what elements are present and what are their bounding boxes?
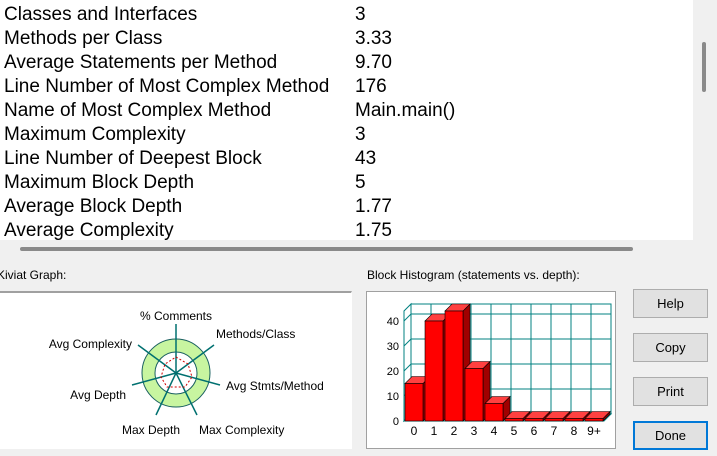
metric-label: Average Block Depth	[4, 196, 183, 217]
histogram-y-tick-label: 20	[387, 366, 399, 378]
histogram-bar-front	[404, 383, 424, 422]
kiviat-spokes	[131, 324, 221, 416]
metric-value: 176	[355, 76, 387, 97]
kiviat-svg: % Comments Methods/Class Avg Stmts/Metho…	[49, 309, 324, 437]
axis-label-avg-stmts: Avg Stmts/Method	[226, 379, 324, 393]
histogram-gridline	[403, 313, 412, 322]
histogram-bar-front	[564, 418, 584, 422]
histogram-bar-front	[504, 418, 524, 422]
histogram-y-tick-label: 10	[387, 391, 399, 403]
metric-value: 1.77	[355, 196, 392, 217]
metric-label: Line Number of Deepest Block	[4, 148, 262, 169]
metric-label: Classes and Interfaces	[4, 4, 198, 25]
histogram-y-tick-label: 30	[387, 341, 399, 353]
metric-value: 3	[355, 124, 366, 145]
histogram-x-tick-label: 3	[471, 424, 478, 438]
kiviat-title: Kiviat Graph:	[0, 268, 67, 282]
histogram-bars	[404, 303, 611, 422]
histogram-x-ticks: 0 1 2 3 4 5 6 7 8 9+	[411, 424, 601, 438]
histogram-title: Block Histogram (statements vs. depth):	[367, 268, 580, 282]
metric-label: Maximum Complexity	[4, 124, 186, 145]
done-button[interactable]: Done	[633, 421, 708, 450]
histogram-x-tick-label: 6	[531, 424, 538, 438]
metric-value: Main.main()	[355, 100, 456, 121]
histogram-bar-front	[464, 368, 484, 422]
histogram-y-ticks: 0 10 20 30 40	[387, 316, 399, 428]
histogram-bar-front	[544, 418, 564, 422]
histogram-x-tick-label: 9+	[587, 424, 601, 438]
metric-label: Average Complexity	[4, 220, 174, 240]
metric-value: 5	[355, 172, 366, 193]
histogram-bar	[504, 410, 531, 422]
axis-label-avg-complexity: Avg Complexity	[49, 337, 132, 351]
histogram-x-tick-label: 1	[431, 424, 438, 438]
metric-label: Name of Most Complex Method	[4, 100, 272, 121]
axis-label-comments: % Comments	[140, 309, 212, 323]
metric-label: Maximum Block Depth	[4, 172, 195, 193]
metric-label: Methods per Class	[4, 28, 163, 49]
histogram-x-tick-label: 4	[491, 424, 498, 438]
metric-value: 43	[355, 148, 377, 169]
histogram-bar-front	[484, 403, 504, 422]
histogram-bar-front	[424, 320, 444, 422]
axis-label-max-depth: Max Depth	[122, 423, 180, 437]
histogram-y-tick-label: 40	[387, 316, 399, 328]
histogram-bar-front	[584, 418, 604, 422]
block-histogram: 0 10 20 30 40 0 1 2 3 4 5 6 7 8 9+	[366, 291, 616, 449]
histogram-x-tick-label: 0	[411, 424, 418, 438]
metric-value: 3	[355, 4, 366, 25]
metric-value: 3.33	[355, 28, 392, 49]
histogram-x-tick-label: 5	[511, 424, 518, 438]
help-button[interactable]: Help	[633, 289, 708, 318]
metrics-list: Classes and Interfaces 3 Methods per Cla…	[0, 0, 693, 240]
horizontal-scrollbar-thumb[interactable]	[20, 247, 633, 251]
metric-value: 9.70	[355, 52, 392, 73]
histogram-gridline	[403, 338, 412, 347]
metric-label: Line Number of Most Complex Method	[4, 76, 330, 97]
horizontal-scrollbar[interactable]	[0, 240, 693, 257]
axis-label-methods-class: Methods/Class	[216, 327, 295, 341]
histogram-bar-front	[444, 310, 464, 422]
histogram-bar	[564, 410, 591, 422]
vertical-scrollbar[interactable]	[693, 0, 717, 257]
copy-button[interactable]: Copy	[633, 333, 708, 362]
histogram-x-tick-label: 2	[451, 424, 458, 438]
histogram-bar	[584, 410, 611, 422]
histogram-gridline	[403, 363, 412, 372]
axis-label-max-complexity: Max Complexity	[199, 423, 284, 437]
axis-label-avg-depth: Avg Depth	[70, 388, 126, 402]
metric-value: 1.75	[355, 220, 392, 240]
kiviat-data-polygon	[160, 356, 193, 388]
print-button[interactable]: Print	[633, 377, 708, 406]
histogram-x-tick-label: 7	[551, 424, 558, 438]
vertical-scrollbar-thumb[interactable]	[702, 42, 706, 92]
kiviat-graph: % Comments Methods/Class Avg Stmts/Metho…	[0, 291, 352, 449]
histogram-y-tick-label: 0	[393, 416, 399, 428]
histogram-x-tick-label: 8	[571, 424, 578, 438]
metric-label: Average Statements per Method	[4, 52, 278, 73]
histogram-bar-front	[524, 418, 544, 422]
